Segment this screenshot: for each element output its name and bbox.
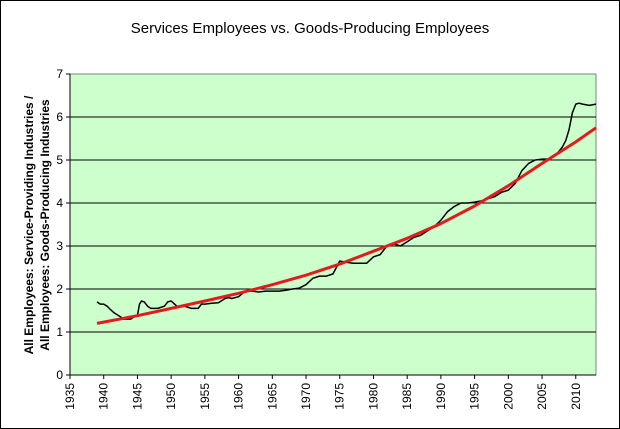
y-tick-label-7: 7	[56, 67, 63, 81]
x-tick-label-1970: 1970	[299, 383, 313, 410]
x-tick-label-1995: 1995	[468, 383, 482, 410]
plot-area	[69, 73, 597, 376]
y-axis-label-line-1: All Employees: Service-Providing Industr…	[22, 95, 36, 354]
x-axis-ticks: 1935 1940 1945 1950 1955 1960 1965 1970 1975 1980…	[63, 375, 583, 410]
x-tick-label-1975: 1975	[333, 383, 347, 410]
x-tick-label-1955: 1955	[198, 383, 212, 410]
x-tick-label-1985: 1985	[400, 383, 414, 410]
y-tick-label-6: 6	[56, 110, 63, 124]
x-tick-label-1945: 1945	[130, 383, 144, 410]
x-tick-label-1990: 1990	[434, 383, 448, 410]
x-tick-label-1960: 1960	[232, 383, 246, 410]
x-tick-label-1940: 1940	[97, 383, 111, 410]
axes	[69, 74, 596, 376]
y-tick-label-4: 4	[56, 196, 63, 210]
x-tick-label-1980: 1980	[366, 383, 380, 410]
x-tick-label-2000: 2000	[501, 383, 515, 410]
chart-title: Services Employees vs. Goods-Producing E…	[131, 20, 490, 37]
y-tick-label-5: 5	[56, 153, 63, 167]
y-axis-ticks: 0 1 2 3 4 5 6 7	[56, 67, 70, 382]
y-tick-label-2: 2	[56, 282, 63, 296]
series-group	[96, 102, 597, 325]
x-tick-label-1950: 1950	[164, 383, 178, 410]
y-tick-label-3: 3	[56, 239, 63, 253]
x-tick-label-2005: 2005	[535, 383, 549, 410]
x-tick-label-2010: 2010	[569, 383, 583, 410]
y-tick-label-1: 1	[56, 325, 63, 339]
x-tick-label-1965: 1965	[265, 383, 279, 410]
gridlines	[70, 116, 596, 333]
series-line-ratio	[96, 102, 597, 320]
series-line-trend	[96, 126, 597, 325]
y-axis-label-line-2: All Employees: Goods-Producing Industrie…	[38, 99, 52, 351]
x-tick-label-1935: 1935	[63, 383, 77, 410]
y-tick-label-0: 0	[56, 368, 63, 382]
